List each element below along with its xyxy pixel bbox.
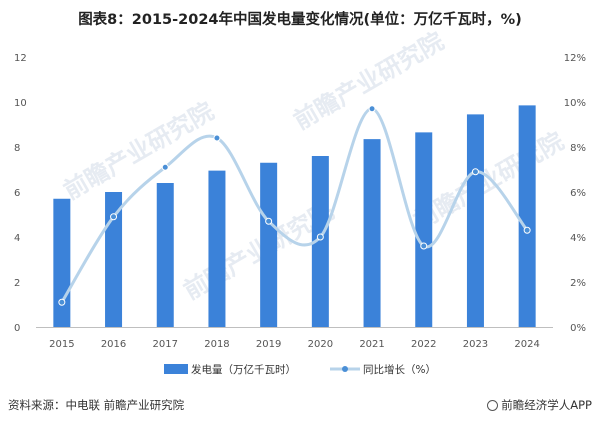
y-right-tick-label: 2% (570, 278, 586, 289)
legend-line-marker (342, 366, 348, 372)
growth-point (58, 298, 66, 306)
y-left-tick-label: 0 (14, 323, 20, 334)
bar (156, 183, 174, 327)
x-tick-label: 2021 (359, 339, 384, 350)
bar (415, 132, 433, 327)
x-tick-label: 2016 (101, 339, 126, 350)
bar (208, 170, 226, 327)
growth-point (523, 226, 531, 234)
bar (105, 192, 123, 327)
x-tick-label: 2018 (204, 339, 229, 350)
growth-point (368, 105, 376, 113)
y-left-tick-label: 8 (14, 143, 20, 154)
x-tick-label: 2017 (153, 339, 178, 350)
y-left-tick-label: 10 (14, 98, 27, 109)
y-right-tick-label: 12% (564, 53, 586, 64)
legend-bar-swatch (164, 364, 188, 374)
source-note: 资料来源：中电联 前瞻产业研究院 (8, 398, 185, 412)
growth-point (213, 134, 221, 142)
legend-bar-label: 发电量（万亿千瓦时） (191, 363, 296, 376)
y-left-tick-label: 4 (14, 233, 20, 244)
brand-logo-icon (487, 400, 499, 411)
y-right-tick-label: 10% (564, 98, 586, 109)
y-right-tick-label: 8% (570, 143, 586, 154)
y-right-tick-label: 6% (570, 188, 586, 199)
y-left-tick-label: 2 (14, 278, 20, 289)
x-tick-label: 2015 (49, 339, 74, 350)
y-right-tick-label: 4% (570, 233, 586, 244)
bar (260, 162, 278, 327)
bar (363, 139, 381, 327)
bar (518, 105, 536, 327)
brand-name: 前瞻经济学人APP (501, 398, 592, 412)
bar (53, 198, 71, 327)
y-left-tick-label: 6 (14, 188, 20, 199)
legend-line-label: 同比增长（%） (363, 363, 436, 376)
x-tick-label: 2019 (256, 339, 281, 350)
x-tick-label: 2024 (514, 339, 539, 350)
growth-point (110, 213, 118, 221)
growth-point (471, 168, 479, 176)
growth-point (420, 242, 428, 250)
brand-credit: 前瞻经济学人APP (487, 397, 592, 413)
growth-line (60, 107, 529, 304)
growth-point (161, 163, 169, 171)
y-left-tick-label: 12 (14, 53, 27, 64)
bar (466, 114, 484, 327)
growth-point (265, 217, 273, 225)
bar (311, 156, 329, 327)
y-right-tick-label: 0% (570, 323, 586, 334)
x-tick-label: 2020 (308, 339, 333, 350)
watermark-text: 前瞻产业研究院 (409, 127, 568, 235)
growth-point (316, 233, 324, 241)
chart-title: 图表8：2015-2024年中国发电量变化情况(单位：万亿千瓦时，%) (78, 12, 522, 28)
watermark-text: 前瞻产业研究院 (289, 27, 448, 135)
x-tick-label: 2022 (411, 339, 436, 350)
x-tick-label: 2023 (463, 339, 488, 350)
